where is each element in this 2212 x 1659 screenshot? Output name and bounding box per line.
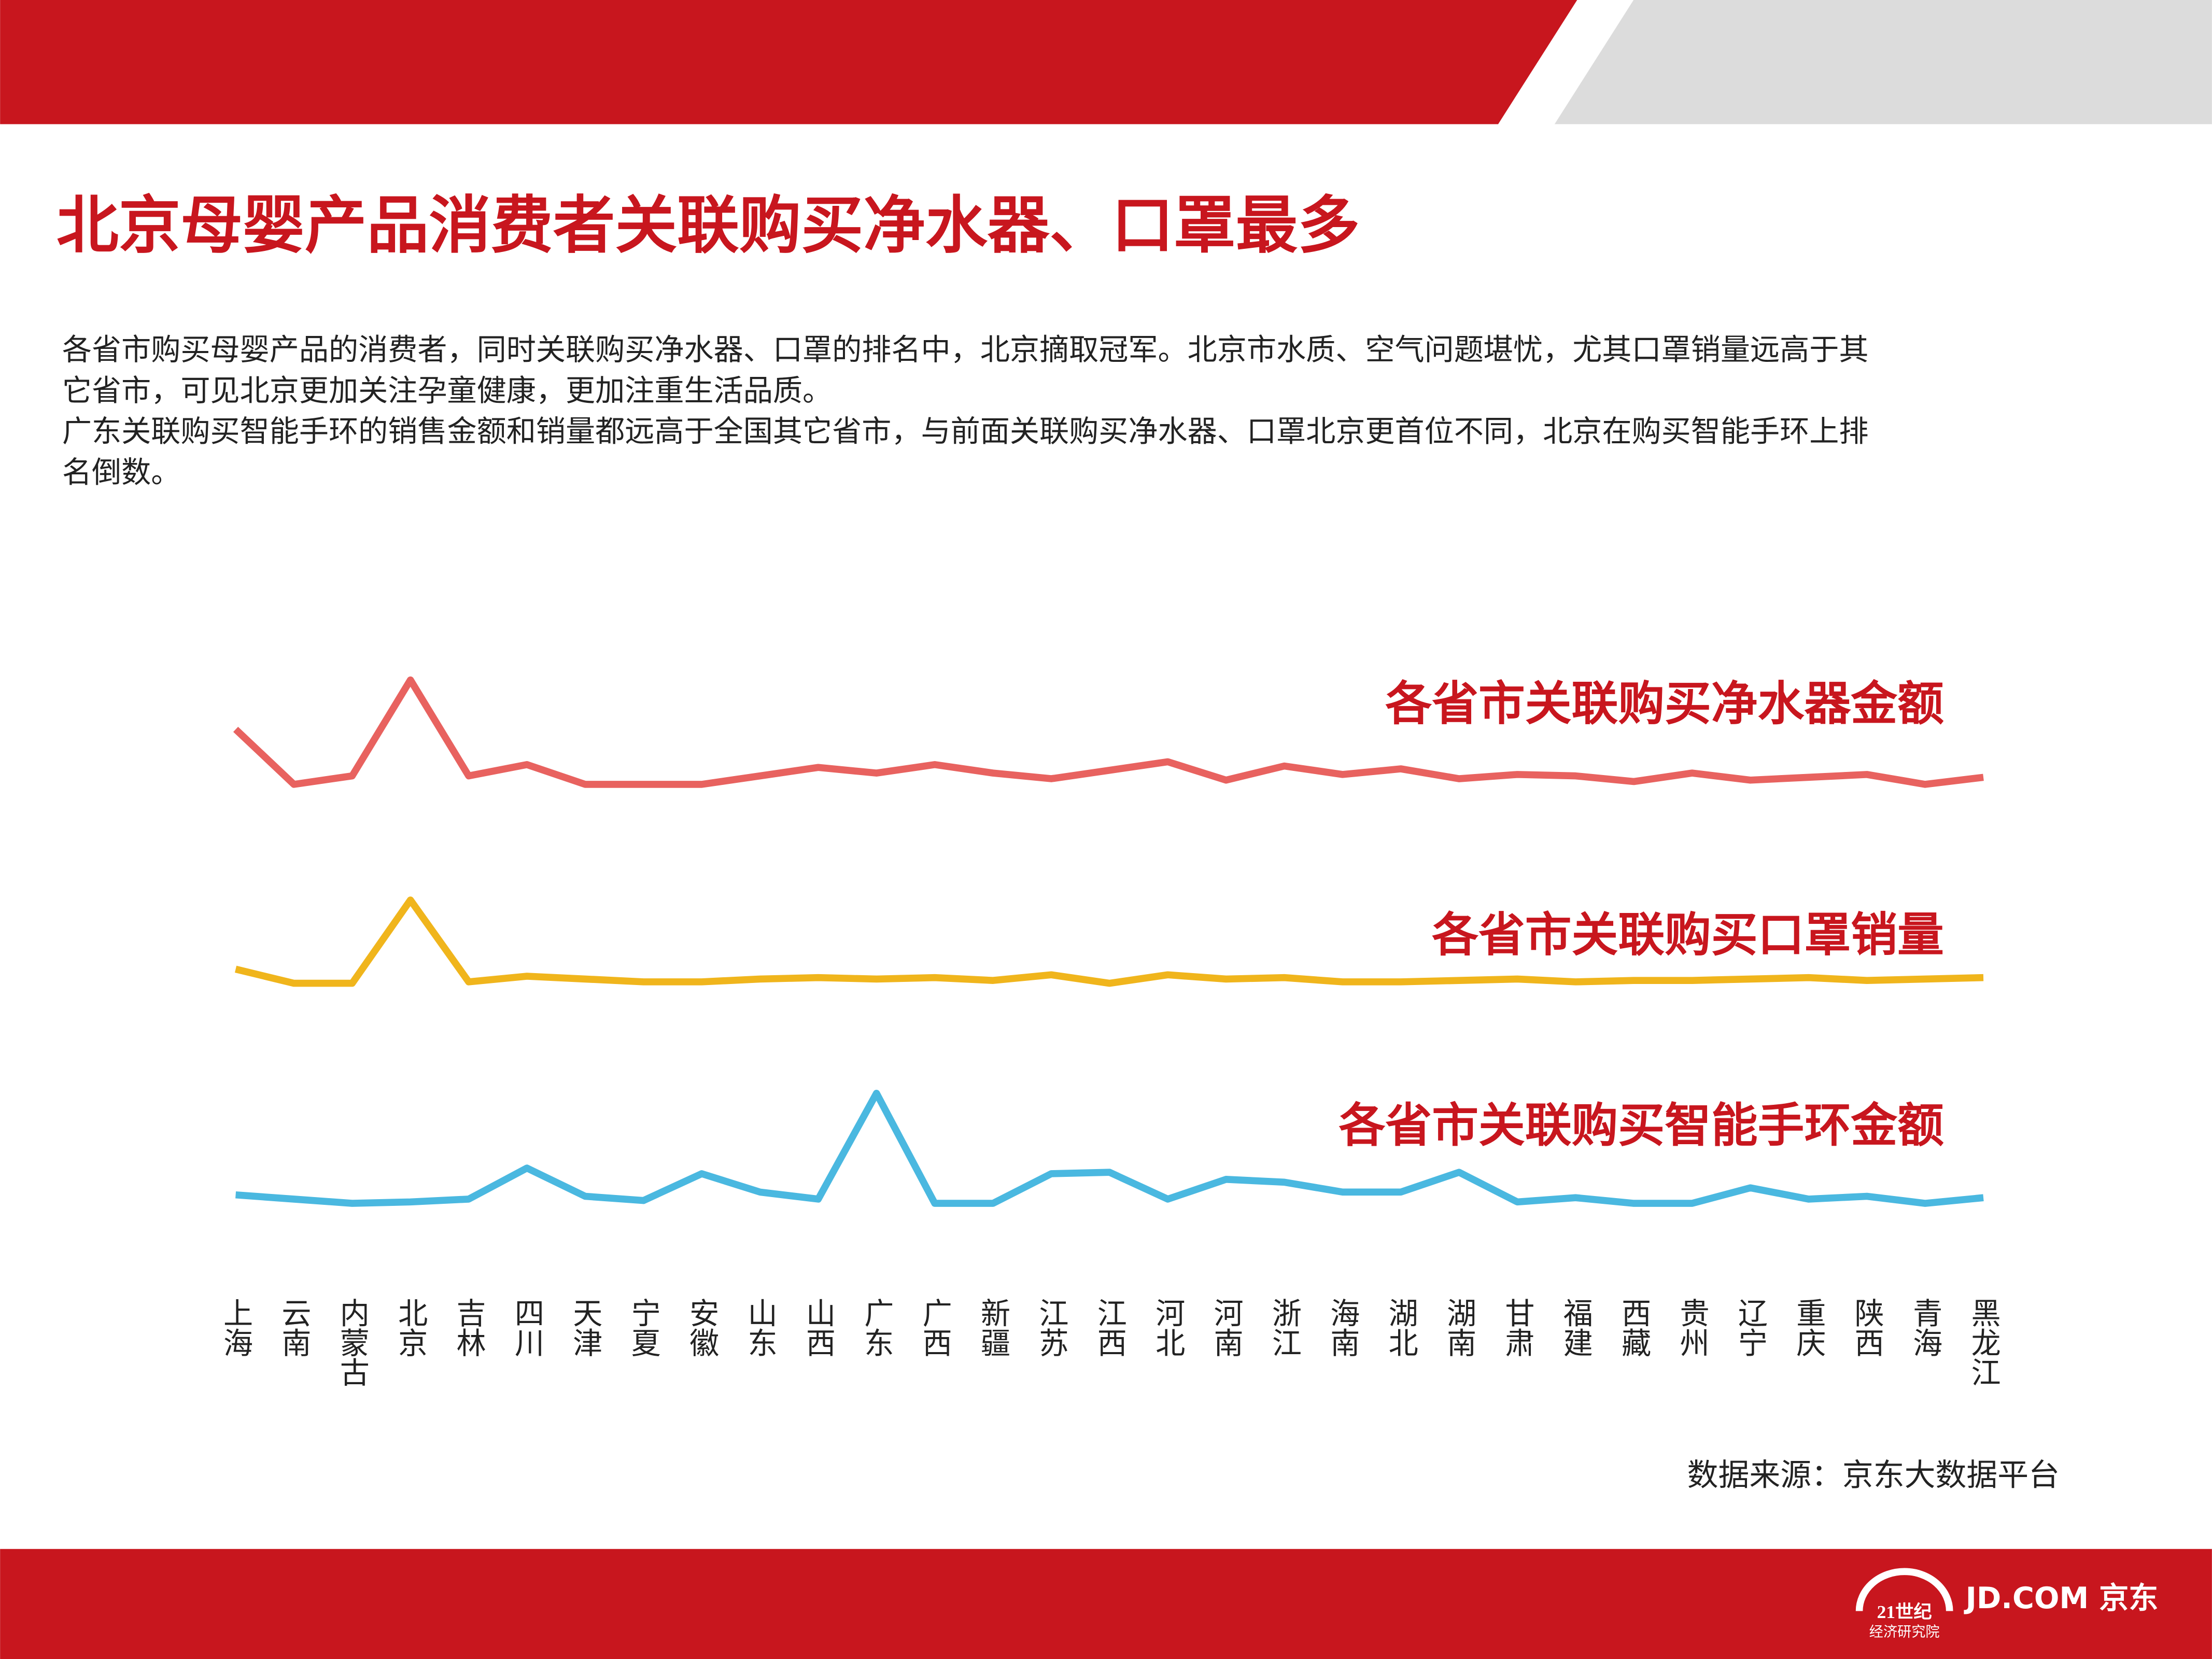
series-label: 各省市关联购买口罩销量	[1432, 908, 1944, 962]
header-accent	[1554, 0, 2212, 124]
x-tick-label: 广西	[918, 1298, 952, 1357]
series-label: 各省市关联购买净水器金额	[1385, 677, 1944, 731]
x-tick-label: 上海	[219, 1298, 253, 1357]
x-tick-label: 河北	[1151, 1298, 1185, 1357]
x-tick-label: 海南	[1326, 1298, 1360, 1357]
x-tick-label: 浙江	[1267, 1298, 1301, 1357]
x-tick-label: 云南	[277, 1298, 311, 1357]
paragraph-line: 各省市购买母婴产品的消费者，同时关联购买净水器、口罩的排名中，北京摘取冠军。北京…	[62, 333, 1869, 367]
logo1-sub: 经济研究院	[1869, 1624, 1940, 1639]
title: 北京母婴产品消费者关联购买净水器、口罩最多	[57, 190, 1360, 262]
source: 数据来源：京东大数据平台	[1687, 1457, 2060, 1493]
x-tick-label: 西藏	[1617, 1298, 1651, 1357]
series-line	[235, 1090, 1984, 1207]
x-tick-label: 辽宁	[1733, 1298, 1767, 1357]
x-tick-label: 吉林	[452, 1298, 486, 1357]
x-tick-label: 贵州	[1675, 1298, 1709, 1357]
x-tick-label: 四川	[510, 1298, 544, 1357]
x-tick-label: 江西	[1092, 1298, 1126, 1357]
logo2: JD.COM 京东	[1964, 1581, 2159, 1615]
x-tick-label: 广东	[860, 1298, 894, 1357]
series-label: 各省市关联购买智能手环金额	[1339, 1099, 1944, 1152]
footer-band	[0, 1549, 2212, 1659]
paragraph-line: 广东关联购买智能手环的销售金额和销量都远高于全国其它省市，与前面关联购买净水器、…	[62, 415, 1869, 449]
x-tick-label: 重庆	[1792, 1298, 1826, 1357]
header-band	[0, 0, 1577, 124]
x-tick-label: 陕西	[1850, 1298, 1884, 1357]
x-tick-label: 黑龙江	[1966, 1298, 2000, 1386]
x-tick-label: 天津	[568, 1298, 602, 1357]
x-tick-label: 新疆	[976, 1298, 1010, 1357]
x-tick-label: 福建	[1558, 1298, 1593, 1357]
x-tick-label: 内蒙古	[335, 1298, 369, 1386]
series-line	[234, 896, 1984, 987]
x-tick-label: 湖北	[1384, 1298, 1418, 1357]
paragraph-line: 它省市，可见北京更加关注孕童健康，更加注重生活品质。	[62, 374, 832, 408]
x-tick-label: 湖南	[1442, 1298, 1476, 1357]
x-tick-label: 河南	[1209, 1298, 1243, 1357]
x-tick-label: 山西	[801, 1298, 835, 1357]
x-tick-label: 青海	[1908, 1298, 1942, 1357]
x-tick-label: 甘肃	[1500, 1298, 1534, 1357]
x-tick-label: 北京	[393, 1298, 428, 1357]
x-tick-label: 江苏	[1034, 1298, 1068, 1357]
logo1: 21世纪	[1877, 1601, 1932, 1622]
x-tick-label: 山东	[743, 1298, 777, 1357]
series-line	[233, 676, 1984, 788]
x-tick-label: 安徽	[685, 1298, 719, 1357]
paragraph-line: 名倒数。	[62, 456, 181, 490]
x-tick-label: 宁夏	[626, 1298, 660, 1357]
logo-arc	[1855, 1568, 1953, 1611]
